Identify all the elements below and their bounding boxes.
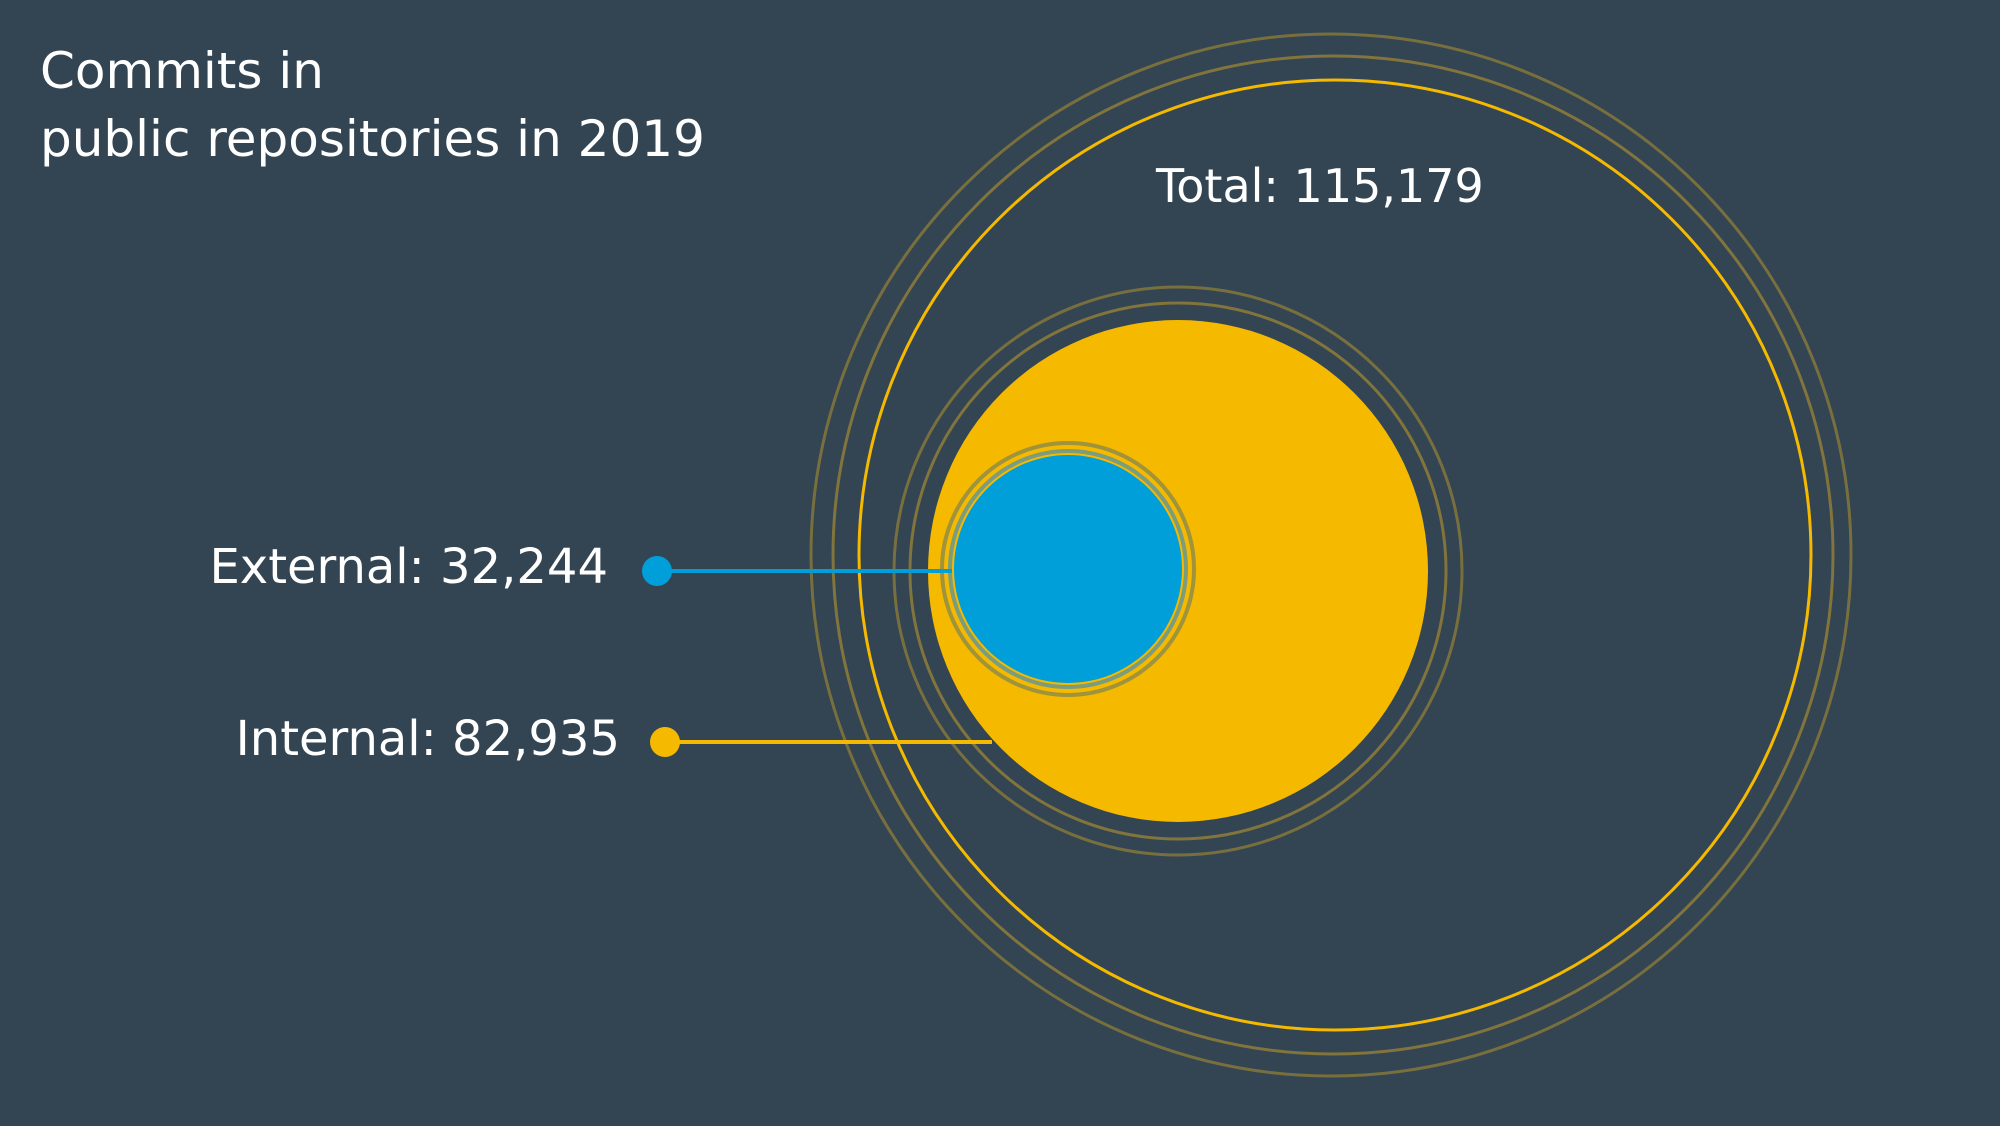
external-circle [954, 455, 1182, 683]
chart-title-line-2: public repositories in 2019 [40, 110, 705, 168]
internal-label: Internal: 82,935 [236, 711, 620, 767]
internal-marker-dot [650, 727, 680, 757]
total-circle [857, 78, 1813, 1032]
total-label: Total: 115,179 [1155, 159, 1484, 213]
external-marker-dot [642, 556, 672, 586]
chart-title-line-1: Commits in [40, 42, 324, 100]
total-outer-ring-1 [831, 54, 1835, 1056]
total-circle-group [809, 32, 1853, 1078]
external-label: External: 32,244 [209, 539, 608, 595]
total-outer-ring-2 [809, 32, 1853, 1078]
external-circle-group [940, 441, 1196, 697]
